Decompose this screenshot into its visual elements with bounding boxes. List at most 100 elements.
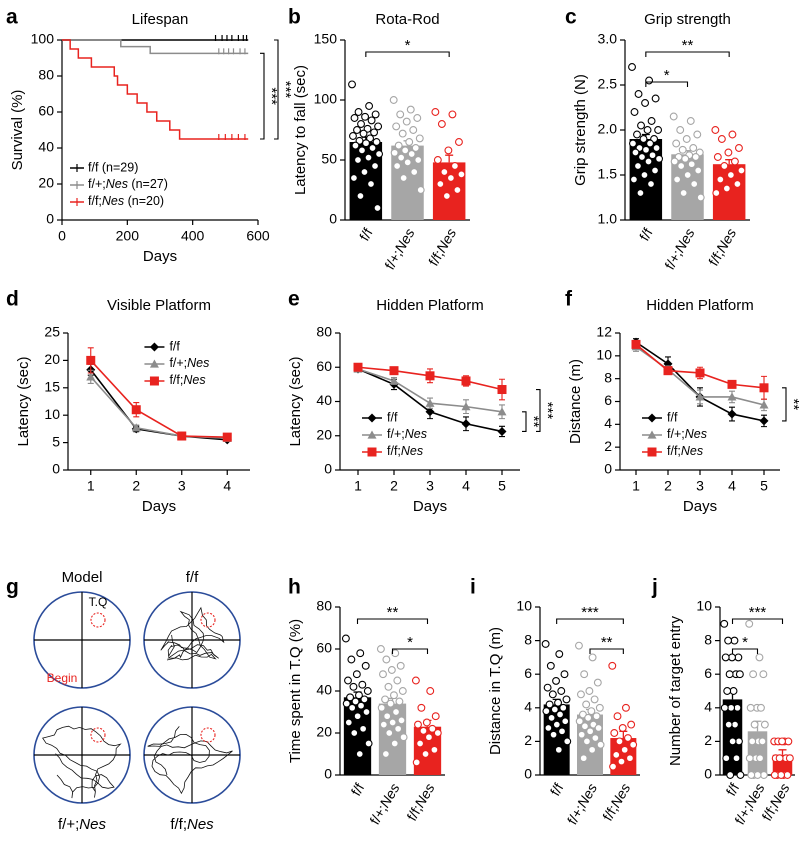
- data-point: [353, 126, 361, 134]
- marker: [461, 419, 471, 429]
- data-point: [770, 771, 779, 779]
- data-point: [403, 158, 412, 167]
- legend-label: f/f: [667, 410, 678, 424]
- x-tick-label: 4: [462, 478, 470, 494]
- data-point: [356, 192, 365, 200]
- data-point: [376, 645, 385, 653]
- data-point: [630, 108, 639, 116]
- x-tick-label: 1: [87, 478, 95, 494]
- significance-label: ***: [277, 81, 294, 99]
- data-point: [392, 708, 400, 716]
- y-tick-label: 20: [316, 724, 332, 740]
- marker: [663, 366, 673, 376]
- data-point: [642, 145, 650, 154]
- data-point: [552, 676, 561, 685]
- data-point: [651, 94, 660, 103]
- marker: [695, 368, 705, 378]
- data-point: [390, 148, 399, 157]
- data-point: [547, 713, 556, 722]
- data-point: [561, 717, 570, 726]
- y-tick-label: 100: [314, 91, 338, 107]
- data-point: [648, 151, 657, 160]
- marker: [367, 447, 377, 457]
- y-tick-label: 80: [38, 67, 54, 83]
- data-point: [629, 139, 637, 148]
- data-point: [544, 724, 553, 732]
- chart-title: Rota-Rod: [375, 11, 439, 28]
- data-point: [609, 762, 617, 771]
- data-point: [545, 700, 554, 709]
- y-tick-label: 15: [44, 379, 60, 395]
- data-point: [745, 619, 754, 628]
- data-point: [736, 771, 745, 779]
- y-tick-label: 2: [604, 438, 612, 454]
- data-point: [554, 745, 563, 754]
- x-tick-label: f/f: [636, 225, 656, 243]
- data-point: [341, 634, 350, 643]
- data-point: [359, 724, 368, 733]
- marker: [86, 372, 96, 381]
- y-tick-label: 40: [316, 682, 332, 698]
- y-axis-label: Latency (sec): [287, 356, 304, 446]
- y-tick-label: 6: [704, 665, 712, 681]
- significance-bracket: [365, 51, 450, 57]
- data-point: [686, 117, 695, 125]
- data-point: [370, 128, 379, 137]
- data-point: [393, 162, 402, 170]
- marker: [149, 376, 159, 386]
- data-point: [424, 733, 433, 742]
- y-tick-label: 8: [604, 369, 612, 385]
- series-line: [635, 343, 765, 389]
- data-point: [613, 712, 622, 721]
- data-point: [550, 705, 559, 714]
- data-point: [364, 739, 373, 748]
- data-point: [575, 717, 584, 726]
- data-point: [637, 121, 645, 130]
- x-tick-label: f/f;Nes: [425, 225, 459, 268]
- data-point: [655, 154, 664, 163]
- y-tick-label: 20: [316, 426, 332, 442]
- data-point: [654, 126, 663, 134]
- significance-label: **: [525, 416, 542, 428]
- data-point: [392, 122, 401, 131]
- data-point: [388, 718, 397, 727]
- data-point: [690, 180, 699, 188]
- data-point: [371, 110, 380, 119]
- data-point: [433, 729, 442, 737]
- significance-bracket: [782, 387, 787, 422]
- y-tick-label: 20: [44, 351, 60, 367]
- data-point: [353, 712, 362, 721]
- data-point: [362, 139, 370, 148]
- legend-label: f/+;Nes: [667, 427, 707, 441]
- target-label: T.Q: [89, 595, 108, 609]
- data-point: [759, 670, 768, 679]
- y-tick-label: 60: [316, 640, 332, 656]
- data-point: [753, 771, 762, 779]
- x-tick-label: f/+;Nes: [381, 225, 417, 272]
- maze-label: f/f: [186, 569, 199, 586]
- x-tick-label: 2: [132, 478, 140, 494]
- survival-line: [62, 39, 249, 55]
- data-point: [430, 745, 439, 754]
- y-tick-label: 60: [316, 358, 332, 374]
- x-tick-label: f/+;Nes: [366, 780, 402, 827]
- panel-letter: j: [651, 576, 658, 599]
- data-point: [651, 166, 659, 175]
- data-point: [413, 114, 422, 122]
- data-point: [618, 724, 627, 732]
- data-point: [681, 154, 690, 163]
- data-point: [363, 687, 372, 695]
- data-point: [634, 90, 643, 98]
- data-point: [394, 141, 403, 150]
- data-point: [737, 166, 746, 175]
- marker: [497, 426, 507, 436]
- y-tick-label: 40: [38, 139, 54, 155]
- x-tick-label: f/+;Nes: [661, 225, 697, 272]
- data-point: [554, 698, 562, 707]
- data-point: [716, 175, 725, 184]
- y-axis-label: Grip strength (N): [572, 74, 589, 186]
- data-point: [394, 724, 403, 733]
- data-point: [734, 737, 743, 746]
- data-point: [359, 129, 368, 138]
- data-point: [582, 700, 591, 709]
